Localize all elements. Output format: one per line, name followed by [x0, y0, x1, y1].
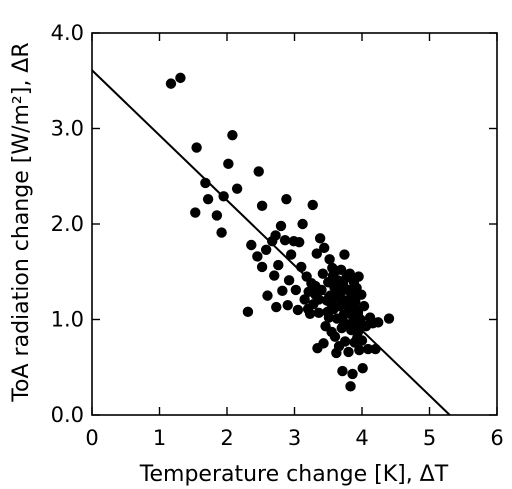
data-point — [191, 142, 202, 153]
data-point — [190, 207, 201, 218]
data-point — [318, 338, 329, 349]
data-point — [354, 344, 365, 356]
data-point — [314, 233, 326, 244]
data-point — [223, 158, 234, 170]
data-point — [344, 268, 356, 279]
data-point — [246, 239, 257, 251]
data-point — [262, 290, 273, 301]
data-point — [260, 244, 272, 255]
axes: 0 1 2 3 4 5 6 0.0 1.0 2.0 3.0 4.0 — [51, 21, 504, 450]
x-tick-label: 0 — [85, 426, 98, 450]
data-point — [343, 346, 354, 358]
data-point — [358, 300, 370, 312]
data-point — [270, 230, 281, 241]
data-point — [335, 264, 347, 276]
data-point — [356, 320, 367, 332]
data-point — [283, 275, 295, 286]
data-point — [302, 303, 314, 315]
data-point — [345, 381, 356, 392]
data-point — [285, 249, 297, 260]
data-point — [273, 259, 284, 271]
data-point — [256, 261, 268, 273]
data-point — [281, 193, 292, 205]
data-point — [292, 304, 304, 316]
data-point — [324, 254, 335, 265]
x-tick-label: 5 — [423, 426, 436, 450]
data-point — [231, 183, 243, 194]
data-point — [216, 227, 227, 238]
data-point — [200, 177, 211, 189]
data-point — [165, 78, 177, 89]
data-point — [271, 301, 282, 313]
data-point — [211, 210, 223, 221]
data-point — [313, 294, 324, 305]
x-axis-label: Temperature change [K], ΔT — [139, 462, 449, 487]
data-point — [269, 270, 280, 281]
data-point — [279, 235, 291, 246]
y-tick-label: 4.0 — [51, 21, 84, 45]
data-point — [290, 284, 302, 296]
data-point — [227, 129, 238, 141]
data-point — [362, 343, 374, 355]
data-point — [339, 249, 350, 260]
data-point — [325, 298, 337, 309]
data-point — [218, 191, 229, 202]
data-point — [253, 166, 264, 177]
data-point — [296, 261, 307, 273]
data-point — [275, 220, 287, 232]
data-point — [242, 306, 254, 318]
data-point — [353, 271, 364, 282]
data-point — [313, 307, 324, 319]
data-point — [317, 268, 329, 279]
y-axis-label: ToA radiation change [W/m²], ΔR — [9, 42, 34, 402]
data-point — [252, 251, 263, 262]
data-point — [357, 363, 368, 374]
data-point — [337, 314, 348, 325]
data-point — [370, 343, 381, 355]
data-point — [337, 365, 348, 377]
data-point — [347, 368, 358, 380]
y-tick-label: 0.0 — [51, 403, 84, 427]
data-point — [202, 193, 214, 205]
plot-frame — [91, 32, 498, 416]
y-tick-label: 3.0 — [51, 117, 84, 141]
data-point — [383, 313, 395, 324]
data-point — [356, 289, 367, 300]
y-tick-label: 1.0 — [51, 308, 84, 332]
data-point — [282, 299, 293, 311]
x-tick-label: 4 — [355, 426, 368, 450]
data-point — [307, 199, 318, 211]
data-point — [297, 218, 308, 230]
x-tick-label: 2 — [220, 426, 233, 450]
data-point — [349, 301, 360, 313]
data-point — [322, 306, 333, 318]
data-point — [311, 248, 322, 259]
data-point — [331, 289, 342, 300]
data-point — [256, 200, 268, 212]
data-point — [373, 317, 384, 328]
y-tick-label: 2.0 — [51, 212, 84, 236]
data-point — [356, 335, 368, 346]
plot-area — [91, 69, 451, 416]
data-point — [329, 331, 341, 342]
data-point — [175, 72, 186, 84]
x-tick-label: 1 — [153, 426, 166, 450]
data-point — [339, 336, 351, 347]
data-point — [299, 294, 310, 305]
data-point — [277, 285, 288, 297]
data-point — [319, 242, 330, 254]
x-tick-label: 3 — [288, 426, 301, 450]
x-tick-label: 6 — [490, 426, 503, 450]
data-point — [294, 236, 305, 248]
data-point — [310, 280, 321, 292]
